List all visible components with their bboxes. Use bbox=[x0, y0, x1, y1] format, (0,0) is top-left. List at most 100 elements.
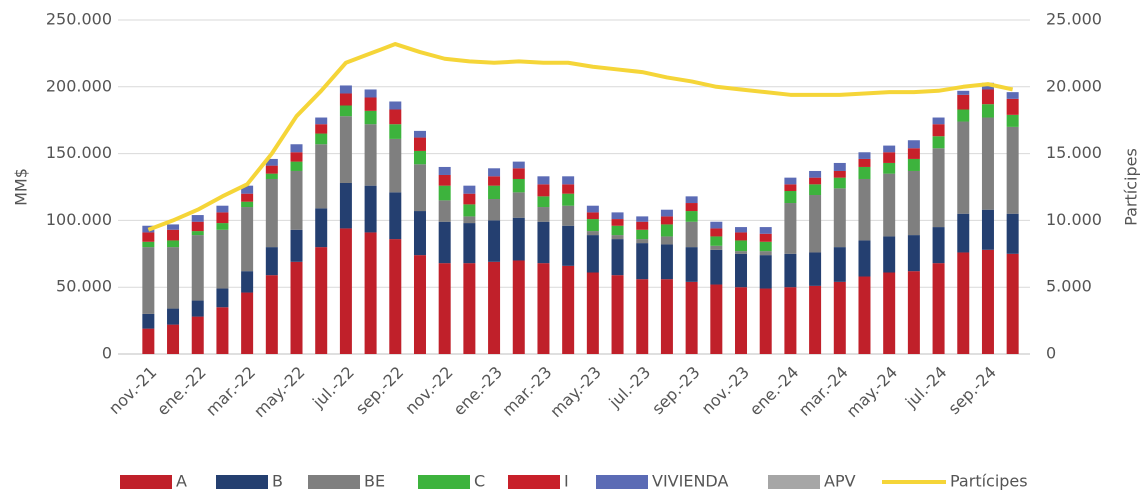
bar-segment bbox=[562, 205, 575, 226]
bar-segment bbox=[290, 229, 303, 262]
bar-segment bbox=[463, 223, 476, 264]
bar-segment bbox=[339, 228, 352, 354]
legend-label: B bbox=[272, 472, 283, 491]
legend-swatch bbox=[508, 475, 560, 489]
bar-segment bbox=[586, 205, 599, 213]
bar-segment bbox=[636, 216, 649, 222]
bar-segment bbox=[167, 229, 180, 241]
bar-segment bbox=[488, 185, 501, 200]
bar-segment bbox=[142, 232, 155, 242]
bar-segment bbox=[636, 229, 649, 240]
bar-segment bbox=[907, 140, 920, 149]
y-tick-label: 0 bbox=[102, 344, 112, 363]
bar-segment bbox=[488, 168, 501, 177]
y2-tick-label: 0 bbox=[1046, 344, 1056, 363]
bar-segment bbox=[512, 260, 525, 354]
bar-segment bbox=[364, 97, 377, 111]
bar-segment bbox=[315, 208, 328, 248]
bar-segment bbox=[932, 148, 945, 228]
bar-segment bbox=[833, 162, 846, 171]
bar-segment bbox=[315, 247, 328, 354]
bar-segment bbox=[611, 239, 624, 276]
bar-segment bbox=[488, 199, 501, 221]
bar-segment bbox=[241, 201, 254, 208]
bar-segment bbox=[735, 232, 748, 241]
bar-segment bbox=[389, 239, 402, 354]
legend-label: C bbox=[474, 472, 485, 491]
bar-segment bbox=[241, 207, 254, 272]
bar-segment bbox=[735, 240, 748, 252]
bar-segment bbox=[438, 263, 451, 354]
bar-segment bbox=[512, 178, 525, 193]
bar-segment bbox=[932, 136, 945, 149]
bar-segment bbox=[883, 162, 896, 174]
bar-segment bbox=[809, 195, 822, 253]
y2-tick-label: 5.000 bbox=[1046, 277, 1092, 296]
bar-segment bbox=[562, 184, 575, 194]
bar-segment bbox=[488, 176, 501, 186]
bar-segment bbox=[907, 158, 920, 171]
bar-segment bbox=[537, 263, 550, 354]
bar-segment bbox=[833, 177, 846, 189]
bar-segment bbox=[981, 249, 994, 354]
bar-segment bbox=[981, 209, 994, 250]
bar-segment bbox=[710, 284, 723, 354]
bar-segment bbox=[784, 203, 797, 254]
bar-segment bbox=[290, 170, 303, 230]
bar-segment bbox=[685, 203, 698, 212]
bar-segment bbox=[1006, 98, 1019, 115]
bar-segment bbox=[636, 243, 649, 280]
bar-segment bbox=[932, 227, 945, 264]
bar-segment bbox=[1006, 213, 1019, 254]
y-tick-label: 100.000 bbox=[46, 210, 112, 229]
bar-segment bbox=[636, 279, 649, 354]
bar-segment bbox=[735, 227, 748, 233]
bar-segment bbox=[759, 233, 772, 242]
bar-segment bbox=[809, 170, 822, 178]
bar-segment bbox=[191, 231, 204, 236]
bar-segment bbox=[191, 221, 204, 232]
bar-segment bbox=[167, 308, 180, 325]
bar-segment bbox=[932, 117, 945, 125]
x-tick-label: mar.-23 bbox=[498, 363, 555, 420]
x-tick-label: may.-23 bbox=[546, 363, 605, 422]
bar-segment bbox=[685, 281, 698, 354]
bar-segment bbox=[142, 247, 155, 314]
bar-segment bbox=[315, 144, 328, 209]
bar-segment bbox=[809, 184, 822, 196]
bar-segment bbox=[907, 148, 920, 159]
bar-segment bbox=[339, 85, 352, 94]
bar-segment bbox=[167, 324, 180, 354]
bar-segment bbox=[364, 110, 377, 125]
bar-segment bbox=[537, 207, 550, 222]
bar-segment bbox=[858, 152, 871, 159]
bar-segment bbox=[216, 205, 229, 213]
bar-segment bbox=[710, 236, 723, 246]
bar-segment bbox=[562, 193, 575, 206]
bar-segment bbox=[858, 240, 871, 277]
x-tick-label: sep.-24 bbox=[944, 363, 1000, 419]
bar-segment bbox=[685, 221, 698, 248]
bar-segment bbox=[784, 191, 797, 204]
x-tick-label: jul.-23 bbox=[605, 363, 655, 413]
bar-segment bbox=[883, 145, 896, 153]
bar-segment bbox=[636, 239, 649, 244]
bar-segment bbox=[833, 170, 846, 178]
x-tick-label: may.-22 bbox=[250, 363, 309, 422]
bar-segment bbox=[488, 220, 501, 262]
bar-segment bbox=[784, 253, 797, 288]
bar-segment bbox=[413, 150, 426, 165]
bar-segment bbox=[759, 241, 772, 252]
y2-tick-label: 25.000 bbox=[1046, 10, 1102, 29]
bar-segment bbox=[562, 225, 575, 266]
legend-label: Partícipes bbox=[950, 472, 1028, 491]
bar-segment bbox=[957, 109, 970, 122]
y-tick-label: 150.000 bbox=[46, 143, 112, 162]
bar-segment bbox=[216, 229, 229, 289]
bar-segment bbox=[660, 244, 673, 280]
bar-segment bbox=[389, 101, 402, 110]
bar-segment bbox=[463, 216, 476, 224]
bar-segment bbox=[463, 204, 476, 217]
bar-segment bbox=[167, 247, 180, 309]
bar-segment bbox=[833, 247, 846, 282]
